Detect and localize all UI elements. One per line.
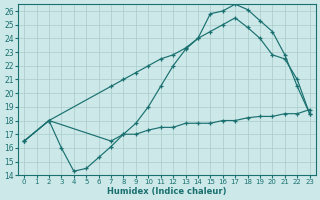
X-axis label: Humidex (Indice chaleur): Humidex (Indice chaleur) <box>107 187 227 196</box>
